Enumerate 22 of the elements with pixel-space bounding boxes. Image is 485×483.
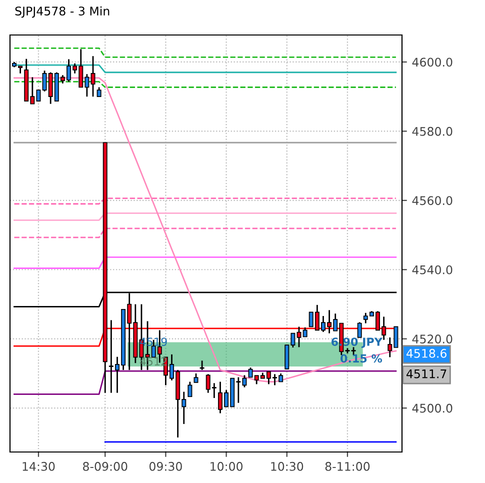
y-tick-label: 4560.0 — [412, 196, 452, 206]
y-tick-label: 4520.0 — [412, 334, 452, 344]
candlestick — [357, 322, 362, 338]
text: 4518.6 — [406, 348, 446, 358]
x-tick-label: 09:30 — [149, 462, 182, 471]
candlestick — [96, 86, 102, 98]
x-tick-label: 10:30 — [271, 462, 304, 471]
chart-title: SJPJ4578 - 3 Min — [15, 6, 110, 18]
text: 4511.7 — [406, 370, 446, 378]
x-tick-label: 8-11:00 — [325, 462, 370, 471]
candlestick — [296, 326, 302, 348]
candlestick — [302, 326, 308, 338]
y-tick-label: 4540.0 — [412, 265, 452, 274]
y-tick-label: 4600.0 — [412, 58, 452, 67]
annotation: 4519 — [140, 338, 167, 346]
y-tick-label: 4500.0 — [412, 404, 452, 413]
x-tick-label: 10:00 — [210, 462, 243, 471]
candlestick — [90, 55, 96, 98]
candlestick — [188, 381, 192, 398]
y-tick-label: 4580.0 — [412, 126, 452, 136]
x-tick-label: 14:30 — [22, 462, 55, 471]
x-tick-label: 8-09:00 — [83, 462, 128, 471]
